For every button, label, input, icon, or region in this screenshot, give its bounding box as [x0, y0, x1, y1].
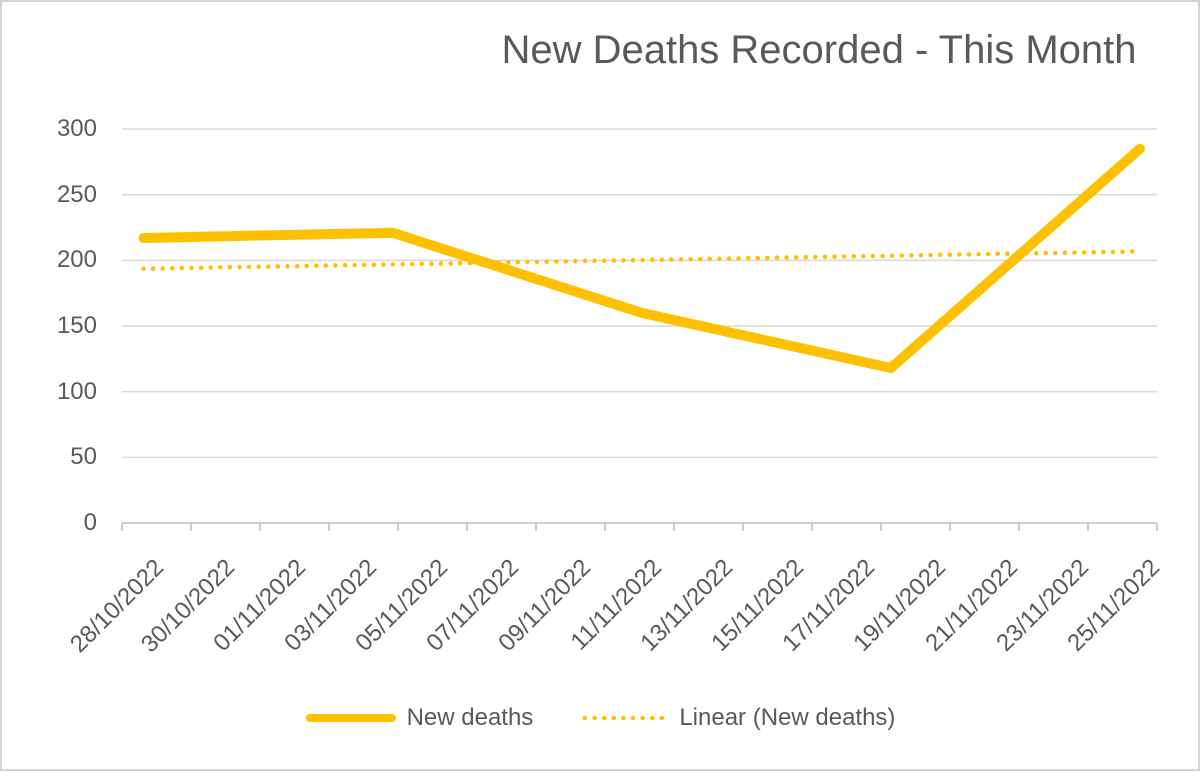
legend-item-new-deaths: New deaths	[305, 704, 534, 732]
legend-label-new-deaths: New deaths	[406, 704, 534, 731]
legend: New deaths Linear (New deaths)	[2, 704, 1198, 732]
y-axis-label: 200	[56, 246, 97, 274]
legend-item-linear: Linear (New deaths)	[581, 704, 895, 732]
chart-title: New Deaths Recorded - This Month	[501, 28, 1137, 72]
legend-dotted-line-icon	[583, 715, 668, 721]
y-axis-label: 100	[56, 377, 97, 405]
legend-label-linear: Linear (New deaths)	[679, 704, 896, 731]
trendline	[141, 249, 1143, 272]
y-axis-label: 150	[56, 312, 97, 339]
data-series-line	[138, 143, 1145, 374]
y-axis-label: 0	[83, 509, 97, 536]
y-axis-label: 250	[56, 180, 97, 208]
legend-solid-line-icon	[305, 714, 396, 722]
y-axis-label: 300	[56, 115, 97, 142]
y-axis-label: 50	[70, 443, 97, 471]
